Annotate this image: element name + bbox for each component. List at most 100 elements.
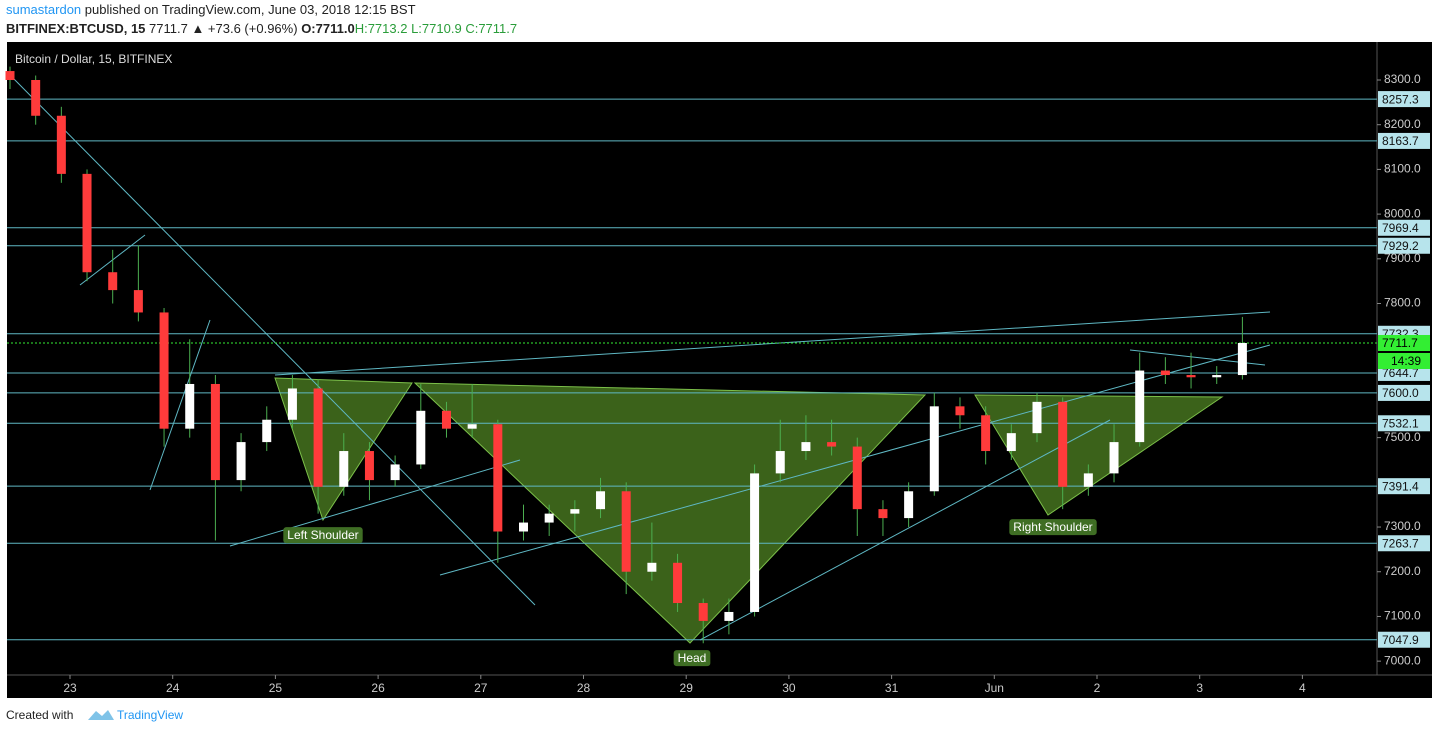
candle-body bbox=[185, 383, 195, 429]
candle-body bbox=[1058, 401, 1068, 487]
annotation-bg bbox=[673, 650, 711, 667]
x-tick-label: 23 bbox=[63, 681, 77, 695]
y-tick-label: 7100.0 bbox=[1384, 609, 1421, 623]
change: ▲ +73.6 (+0.96%) bbox=[191, 21, 297, 36]
x-tick-label: 26 bbox=[371, 681, 385, 695]
x-tick-label: 4 bbox=[1299, 681, 1306, 695]
candle-body bbox=[1186, 375, 1196, 378]
symbol: BITFINEX:BTCUSD, 15 bbox=[6, 21, 145, 36]
candle-body bbox=[262, 419, 272, 443]
x-tick-label: 24 bbox=[166, 681, 180, 695]
y-tick-label: 8100.0 bbox=[1384, 162, 1421, 176]
level-label: 7391.4 bbox=[1382, 479, 1419, 493]
level-label: 8257.3 bbox=[1382, 92, 1419, 106]
candle-body bbox=[364, 451, 374, 481]
y-tick-label: 7200.0 bbox=[1384, 564, 1421, 578]
candle-body bbox=[1212, 375, 1222, 378]
level-label-bg bbox=[1378, 535, 1430, 552]
y-tick-label: 7300.0 bbox=[1384, 519, 1421, 533]
countdown-bg bbox=[1378, 352, 1430, 369]
candle-body bbox=[596, 491, 606, 510]
x-tick-label: 31 bbox=[885, 681, 899, 695]
ohlc: C:7711.7 bbox=[465, 21, 517, 36]
candle-body bbox=[750, 473, 760, 612]
footer-brand[interactable]: TradingView bbox=[117, 708, 183, 722]
annotation-bg bbox=[283, 527, 363, 544]
candle-body bbox=[159, 312, 169, 429]
level-label: 7644.7 bbox=[1382, 366, 1419, 380]
footer-text: Created with bbox=[6, 708, 73, 722]
current-price-bg bbox=[1378, 334, 1430, 351]
last: 7711.7 bbox=[149, 21, 188, 36]
candle-body bbox=[904, 491, 914, 519]
level-label-bg bbox=[1378, 415, 1430, 432]
header-line: sumastardon published on TradingView.com… bbox=[6, 2, 416, 17]
candle-body bbox=[673, 562, 683, 604]
chart-title: Bitcoin / Dollar, 15, BITFINEX bbox=[15, 52, 172, 66]
candle-body bbox=[1083, 473, 1093, 487]
candle-body bbox=[698, 603, 708, 621]
annotation: Left Shoulder bbox=[287, 528, 358, 542]
published: published on TradingView.com, June 03, 2… bbox=[85, 2, 416, 17]
candle-body bbox=[210, 383, 220, 481]
level-label-bg bbox=[1378, 132, 1430, 149]
candle-body bbox=[570, 509, 580, 514]
candle-body bbox=[133, 290, 143, 313]
x-tick-label: 29 bbox=[680, 681, 694, 695]
trend-line bbox=[274, 311, 1271, 376]
y-tick-label: 8300.0 bbox=[1384, 72, 1421, 86]
level-label-bg bbox=[1378, 219, 1430, 236]
candle-body bbox=[1109, 442, 1119, 474]
candle-body bbox=[519, 522, 528, 532]
annotation: Head bbox=[678, 651, 707, 665]
candle-body bbox=[287, 388, 297, 420]
candle-body bbox=[621, 491, 631, 572]
trend-line bbox=[9, 74, 536, 606]
level-label-bg bbox=[1378, 91, 1430, 108]
pattern-head bbox=[413, 382, 927, 644]
level-label: 8163.7 bbox=[1382, 134, 1419, 148]
brand-logo bbox=[88, 710, 114, 720]
candle-body bbox=[1237, 342, 1247, 376]
trend-line bbox=[699, 419, 1111, 641]
trend-line bbox=[229, 459, 521, 547]
current-price-label: 7711.7 bbox=[1382, 336, 1418, 350]
level-label-bg bbox=[1378, 631, 1430, 648]
level-label: 7263.7 bbox=[1382, 536, 1419, 550]
level-label: 7047.9 bbox=[1382, 633, 1419, 647]
annotation-bg bbox=[1009, 519, 1097, 536]
y-tick-label: 7900.0 bbox=[1384, 251, 1421, 265]
level-label: 7969.4 bbox=[1382, 221, 1419, 235]
quote-line: BITFINEX:BTCUSD, 15 7711.7 ▲ +73.6 (+0.9… bbox=[6, 21, 517, 36]
candle-body bbox=[108, 272, 118, 291]
candle-body bbox=[981, 415, 991, 452]
y-tick-label: 8000.0 bbox=[1384, 206, 1421, 220]
candle-body bbox=[390, 464, 400, 481]
candle-body bbox=[878, 509, 888, 519]
x-tick-label: Jun bbox=[985, 681, 1004, 695]
candle-body bbox=[236, 442, 246, 481]
x-tick-label: 27 bbox=[474, 681, 488, 695]
candle-body bbox=[647, 562, 657, 572]
ohlc: L:7710.9 bbox=[411, 21, 462, 36]
candle-body bbox=[5, 71, 15, 80]
x-tick-label: 25 bbox=[269, 681, 283, 695]
candle-body bbox=[1135, 370, 1145, 443]
y-tick-label: 7800.0 bbox=[1384, 296, 1421, 310]
candle-body bbox=[416, 410, 426, 465]
candle-body bbox=[493, 424, 503, 532]
trend-line bbox=[149, 319, 211, 491]
candle-body bbox=[827, 442, 837, 447]
candle-body bbox=[775, 451, 785, 474]
x-tick-label: 2 bbox=[1094, 681, 1101, 695]
author[interactable]: sumastardon bbox=[6, 2, 81, 17]
candle-body bbox=[544, 513, 554, 523]
candle-body bbox=[31, 79, 41, 116]
candle-body bbox=[724, 611, 734, 621]
annotation: Right Shoulder bbox=[1013, 520, 1092, 534]
candle-body bbox=[1006, 433, 1016, 452]
candle-body bbox=[56, 115, 66, 174]
level-label-bg bbox=[1378, 237, 1430, 254]
level-label-bg bbox=[1378, 384, 1430, 401]
